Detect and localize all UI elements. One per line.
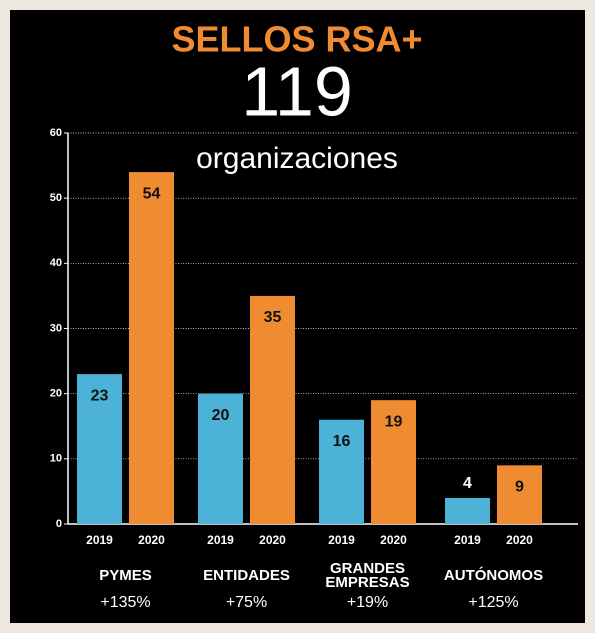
y-tick-label: 0 (56, 518, 62, 530)
chart-subtitle: 119 (241, 52, 353, 130)
value-label: 35 (264, 309, 282, 326)
bar (497, 465, 542, 524)
y-tick-label: 30 (50, 322, 62, 334)
bar (445, 497, 490, 524)
series-label: 2020 (506, 533, 533, 547)
category-label-box: PYMES (99, 567, 152, 584)
chart-title: SELLOS RSA+ (171, 19, 422, 60)
category-label: AUTÓNOMOS (443, 567, 544, 584)
value-label: 54 (143, 185, 161, 202)
category-label: GRANDES EMPRESAS (325, 560, 410, 591)
growth-label: +75% (226, 594, 267, 611)
bar (319, 419, 364, 524)
series-label: 2019 (328, 533, 355, 547)
series-label: 2019 (454, 533, 481, 547)
growth-label: +135% (100, 594, 150, 611)
y-tick-label: 40 (50, 257, 62, 269)
value-label: 9 (515, 479, 524, 496)
bar (129, 172, 174, 524)
bar (250, 295, 295, 524)
y-tick-label: 20 (50, 388, 62, 400)
category-label-box: ENTIDADES (203, 567, 290, 584)
value-label: 16 (333, 433, 351, 450)
category-label-box: AUTÓNOMOS (443, 567, 544, 584)
y-tick-label: 50 (50, 192, 62, 204)
category-label: PYMES (99, 567, 152, 584)
series-label: 2020 (259, 533, 286, 547)
bar (371, 400, 416, 524)
growth-label: +125% (468, 594, 518, 611)
subtitle-caption: organizaciones (196, 142, 398, 175)
series-label: 2019 (86, 533, 113, 547)
value-label: 4 (463, 475, 472, 492)
bar (198, 393, 243, 524)
y-tick-label: 10 (50, 453, 62, 465)
series-label: 2020 (380, 533, 407, 547)
series-label: 2020 (138, 533, 165, 547)
category-label: ENTIDADES (203, 567, 290, 584)
growth-label: +19% (347, 594, 388, 611)
bar (77, 374, 122, 524)
value-label: 19 (385, 413, 403, 430)
series-label: 2019 (207, 533, 234, 547)
category-label-box: GRANDES EMPRESAS (325, 560, 410, 591)
y-tick-label: 60 (50, 127, 62, 139)
value-label: 23 (91, 387, 109, 404)
value-label: 20 (212, 407, 230, 424)
